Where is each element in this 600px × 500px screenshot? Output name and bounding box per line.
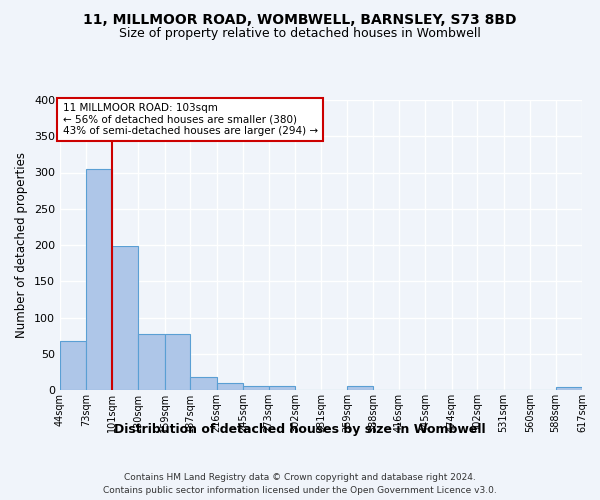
Text: Contains public sector information licensed under the Open Government Licence v3: Contains public sector information licen… xyxy=(103,486,497,495)
Text: Distribution of detached houses by size in Wombwell: Distribution of detached houses by size … xyxy=(114,422,486,436)
Bar xyxy=(347,386,373,390)
Text: Size of property relative to detached houses in Wombwell: Size of property relative to detached ho… xyxy=(119,28,481,40)
Y-axis label: Number of detached properties: Number of detached properties xyxy=(16,152,28,338)
Bar xyxy=(112,246,139,390)
Bar xyxy=(269,386,295,390)
Bar xyxy=(60,342,86,390)
Text: 11 MILLMOOR ROAD: 103sqm
← 56% of detached houses are smaller (380)
43% of semi-: 11 MILLMOOR ROAD: 103sqm ← 56% of detach… xyxy=(62,103,318,136)
Bar xyxy=(217,384,243,390)
Bar xyxy=(86,169,112,390)
Bar xyxy=(165,334,190,390)
Bar xyxy=(190,377,217,390)
Text: Contains HM Land Registry data © Crown copyright and database right 2024.: Contains HM Land Registry data © Crown c… xyxy=(124,472,476,482)
Bar xyxy=(556,387,582,390)
Text: 11, MILLMOOR ROAD, WOMBWELL, BARNSLEY, S73 8BD: 11, MILLMOOR ROAD, WOMBWELL, BARNSLEY, S… xyxy=(83,12,517,26)
Bar xyxy=(139,334,165,390)
Bar xyxy=(243,386,269,390)
